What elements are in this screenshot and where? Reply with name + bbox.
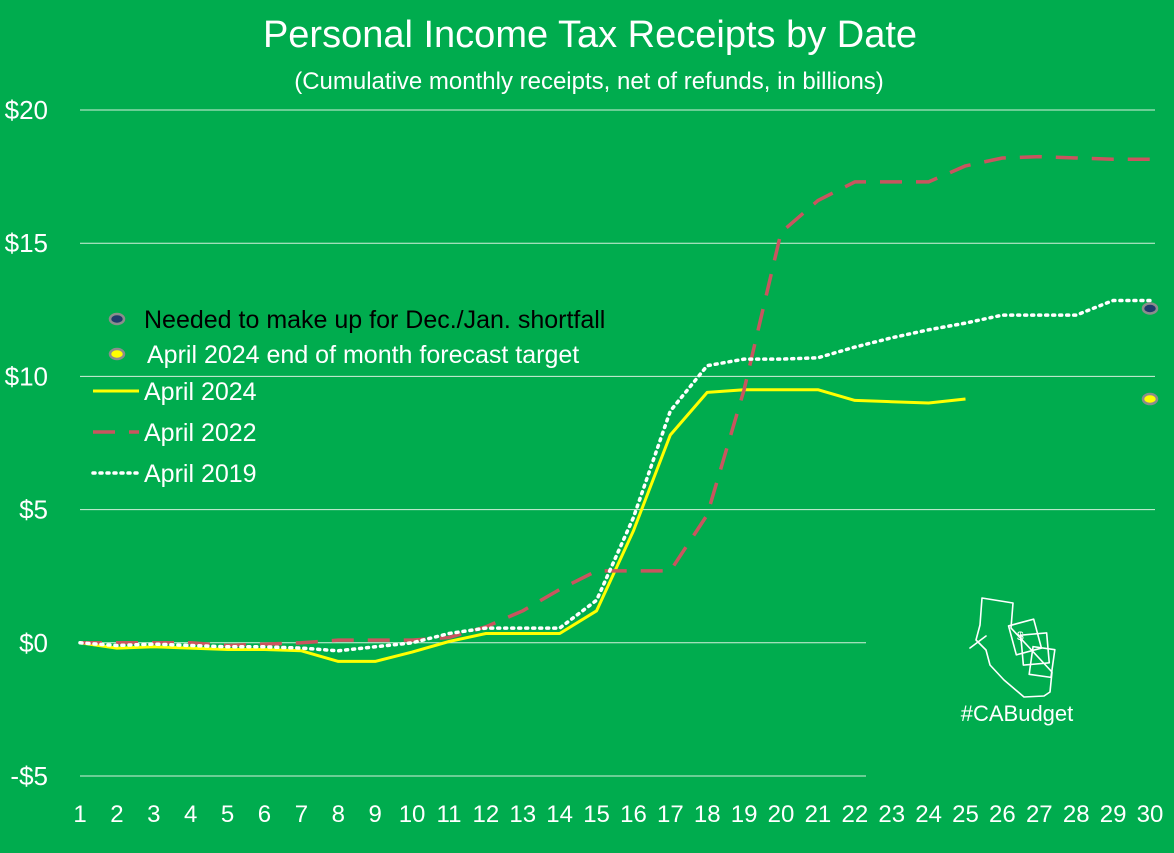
y-axis-ticks: $20 $15 $10 $5 $0 -$5	[5, 95, 48, 791]
x-tick-label: 12	[473, 801, 500, 828]
x-tick-label: 16	[620, 801, 647, 828]
california-map-money-icon: $	[969, 597, 1056, 698]
series-line-april-2019	[78, 298, 1152, 653]
x-tick-label: 11	[437, 801, 462, 828]
x-tick-label: 19	[731, 801, 758, 828]
x-axis-ticks: 1 2 3 4 5 6 7 8 9 10 11 12 13 14 15 16 17 18 19 20 21 22 23 24 2…	[73, 801, 1163, 828]
x-tick-label: 24	[915, 801, 942, 828]
x-tick-label: 26	[989, 801, 1016, 828]
x-tick-label: 29	[1100, 801, 1127, 828]
x-tick-label: 3	[147, 801, 160, 828]
grid-lines	[80, 109, 1155, 777]
legend-label: April 2024 end of month forecast target	[147, 341, 579, 369]
series-line-april-2024	[79, 388, 966, 663]
y-tick-label: $0	[19, 628, 48, 658]
chart-subtitle: (Cumulative monthly receipts, net of ref…	[294, 68, 884, 95]
x-tick-label: 9	[368, 801, 381, 828]
x-tick-label: 17	[657, 801, 684, 828]
x-tick-label: 13	[509, 801, 536, 828]
x-tick-label: 15	[583, 801, 610, 828]
legend-label: April 2019	[144, 460, 257, 488]
y-tick-label: $5	[19, 495, 48, 525]
target-markers	[1141, 302, 1159, 406]
x-tick-label: 14	[546, 801, 573, 828]
x-tick-label: 22	[841, 801, 868, 828]
x-tick-label: 10	[399, 801, 426, 828]
x-tick-label: 23	[878, 801, 905, 828]
series-line-april-2022	[80, 154, 1150, 648]
y-tick-label: $15	[5, 228, 48, 258]
x-tick-label: 5	[221, 801, 234, 828]
x-tick-label: 7	[295, 801, 308, 828]
y-tick-label: -$5	[10, 761, 48, 791]
x-tick-label: 21	[805, 801, 832, 828]
legend-label: Needed to make up for Dec./Jan. shortfal…	[144, 306, 605, 334]
legend-label: April 2024	[144, 378, 257, 406]
x-tick-label: 6	[258, 801, 271, 828]
x-tick-label: 30	[1137, 801, 1164, 828]
legend-marker	[108, 312, 126, 326]
cabudget-hashtag: #CABudget	[961, 701, 1074, 726]
x-tick-label: 8	[332, 801, 345, 828]
target-marker	[1141, 392, 1159, 406]
x-tick-label: 25	[952, 801, 979, 828]
x-tick-label: 18	[694, 801, 721, 828]
legend-label: April 2022	[144, 419, 257, 447]
y-tick-label: $10	[5, 361, 48, 391]
x-tick-label: 1	[73, 801, 86, 828]
legend: Needed to make up for Dec./Jan. shortfal…	[91, 306, 605, 488]
x-tick-label: 2	[110, 801, 123, 828]
series-lines	[78, 154, 1152, 663]
x-tick-label: 28	[1063, 801, 1090, 828]
x-tick-label: 4	[184, 801, 197, 828]
x-tick-label: 27	[1026, 801, 1053, 828]
svg-text:$: $	[1017, 629, 1024, 643]
chart-title: Personal Income Tax Receipts by Date	[262, 14, 918, 56]
target-marker	[1141, 302, 1159, 315]
legend-marker	[108, 347, 126, 361]
x-tick-label: 20	[768, 801, 795, 828]
y-tick-label: $20	[5, 95, 48, 125]
